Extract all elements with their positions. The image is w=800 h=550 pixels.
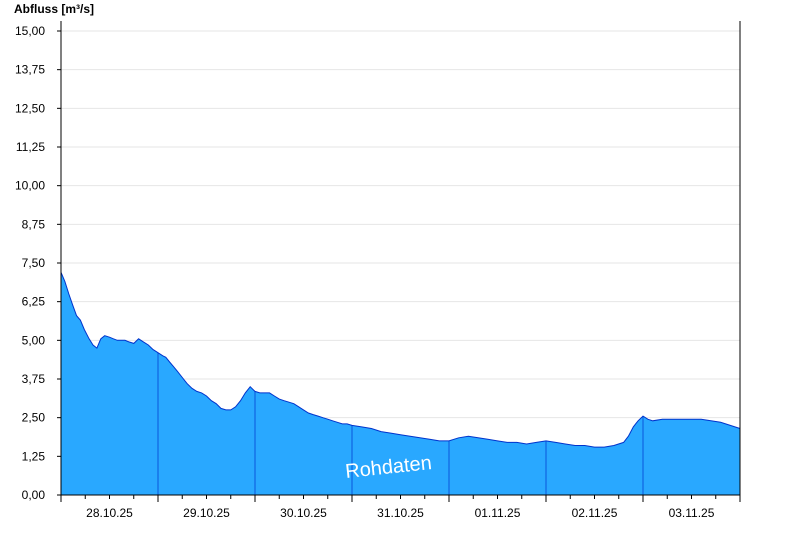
y-tick-label: 3,75 <box>22 372 46 386</box>
x-ticks: 28.10.25 29.10.25 30.10.25 31.10.25 01.11.25… <box>60 495 741 520</box>
y-tick-label: 2,50 <box>22 411 46 425</box>
y-tick-label: 13,75 <box>15 63 45 77</box>
y-tick-label: 0,00 <box>22 488 46 502</box>
y-tick-label: 12,50 <box>15 101 45 115</box>
x-tick-label: 28.10.25 <box>86 506 133 520</box>
area-layer <box>60 272 741 495</box>
x-tick-label: 30.10.25 <box>280 506 327 520</box>
x-tick-label: 02.11.25 <box>572 506 618 520</box>
y-tick-label: 1,25 <box>22 449 46 463</box>
y-axis-label: Abfluss [m³/s] <box>14 2 94 16</box>
y-tick-label: 11,25 <box>16 140 45 154</box>
y-tick-label: 10,00 <box>15 179 45 193</box>
y-tick-label: 6,25 <box>22 295 46 309</box>
day-separators <box>157 352 644 495</box>
x-tick-label: 29.10.25 <box>183 506 230 520</box>
discharge-area <box>61 272 740 495</box>
x-tick-label: 03.11.25 <box>669 506 715 520</box>
x-tick-label: 31.10.25 <box>377 506 424 520</box>
discharge-line <box>60 272 741 448</box>
y-tick-label: 7,50 <box>22 256 46 270</box>
y-ticks: 0,00 1,25 2,50 3,75 5,00 6,25 7,50 8,75 10,00 11,… <box>15 24 61 502</box>
x-tick-label: 01.11.25 <box>475 506 521 520</box>
y-tick-label: 15,00 <box>15 24 45 38</box>
y-tick-label: 8,75 <box>22 217 46 231</box>
y-tick-label: 5,00 <box>22 333 46 347</box>
